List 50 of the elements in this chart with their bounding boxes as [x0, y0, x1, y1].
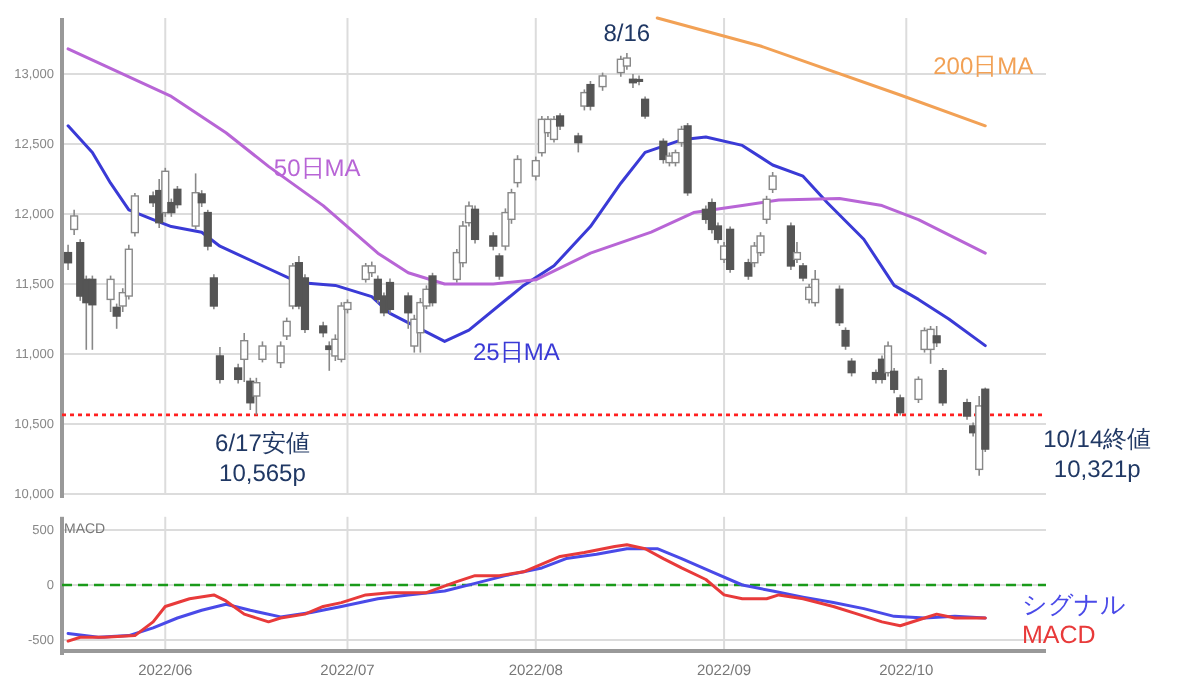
candlestick [786, 221, 795, 271]
candlestick [173, 185, 182, 210]
candlestick [792, 241, 802, 264]
candlestick [531, 155, 540, 182]
series-label: シグナル [1022, 591, 1126, 619]
candlestick [106, 274, 115, 313]
candlestick [726, 225, 735, 274]
candlestick [203, 209, 212, 252]
annotation: 10/14終値 10,321p [1043, 425, 1152, 484]
candlestick [926, 325, 935, 365]
candlestick [282, 316, 291, 341]
candlestick [811, 269, 820, 308]
candlestick [495, 252, 504, 281]
candlestick [70, 209, 79, 236]
candlestick [659, 137, 668, 165]
candlestick [240, 332, 249, 383]
candlestick [835, 284, 844, 327]
candlestick [932, 325, 941, 348]
annotation: 8/16 [603, 19, 651, 47]
candlestick [841, 326, 850, 351]
candlestick [938, 367, 947, 407]
candlestick [209, 273, 218, 310]
candlestick [798, 262, 808, 282]
candlestick [191, 172, 200, 231]
candlestick [574, 132, 583, 154]
candlestick [489, 231, 498, 252]
candlestick [215, 346, 225, 385]
candlestick [88, 274, 97, 351]
candlestick [896, 393, 905, 417]
candlestick [428, 272, 437, 308]
candlestick [598, 71, 607, 92]
candlestick [768, 171, 777, 194]
candlestick [707, 197, 717, 235]
candlestick [847, 357, 856, 378]
series-label: 200日MA [933, 51, 1034, 80]
candlestick [130, 192, 139, 238]
candlestick [762, 195, 771, 225]
series-label: MACD [1022, 621, 1096, 649]
candlestick [962, 398, 972, 421]
annotation: 6/17安値 10,565p [215, 428, 310, 487]
series-label: 25日MA [472, 338, 560, 367]
candlestick [385, 277, 395, 315]
candlestick [252, 377, 261, 416]
candlestick [513, 154, 522, 189]
candlestick [914, 375, 923, 404]
candlestick [258, 340, 267, 364]
candlestick [63, 244, 73, 271]
candlestick [470, 204, 480, 245]
candlestick [641, 95, 650, 120]
candlestick [276, 340, 285, 369]
